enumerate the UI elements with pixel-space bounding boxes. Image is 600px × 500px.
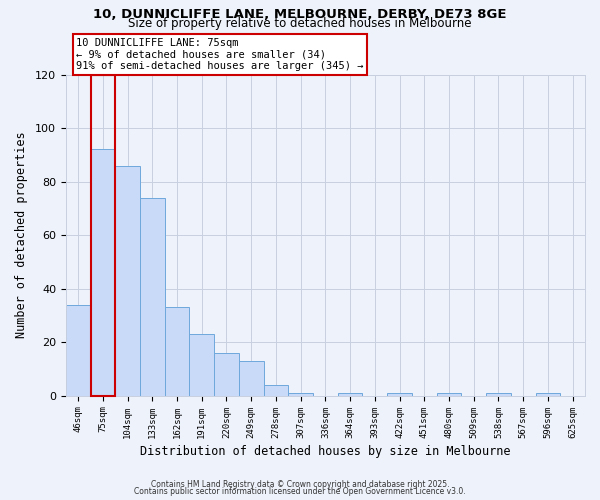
Bar (91, 150, 115, 396)
Y-axis label: Number of detached properties: Number of detached properties (15, 132, 28, 338)
Bar (164, 308, 190, 396)
Bar (437, 393, 461, 396)
Bar (486, 393, 511, 396)
Bar (190, 334, 214, 396)
Bar (140, 198, 164, 396)
Bar (66, 304, 91, 396)
X-axis label: Distribution of detached houses by size in Melbourne: Distribution of detached houses by size … (140, 444, 511, 458)
Bar (115, 166, 140, 396)
Text: 10 DUNNICLIFFE LANE: 75sqm
← 9% of detached houses are smaller (34)
91% of semi-: 10 DUNNICLIFFE LANE: 75sqm ← 9% of detac… (76, 38, 364, 72)
Bar (263, 385, 289, 396)
Bar (289, 393, 313, 396)
Text: Contains HM Land Registry data © Crown copyright and database right 2025.: Contains HM Land Registry data © Crown c… (151, 480, 449, 489)
Bar (338, 393, 362, 396)
Text: Size of property relative to detached houses in Melbourne: Size of property relative to detached ho… (128, 18, 472, 30)
Bar (387, 393, 412, 396)
Text: Contains public sector information licensed under the Open Government Licence v3: Contains public sector information licen… (134, 488, 466, 496)
Bar (214, 353, 239, 396)
Bar (239, 361, 263, 396)
Bar (91, 74, 115, 396)
Text: 10, DUNNICLIFFE LANE, MELBOURNE, DERBY, DE73 8GE: 10, DUNNICLIFFE LANE, MELBOURNE, DERBY, … (93, 8, 507, 20)
Bar (536, 393, 560, 396)
